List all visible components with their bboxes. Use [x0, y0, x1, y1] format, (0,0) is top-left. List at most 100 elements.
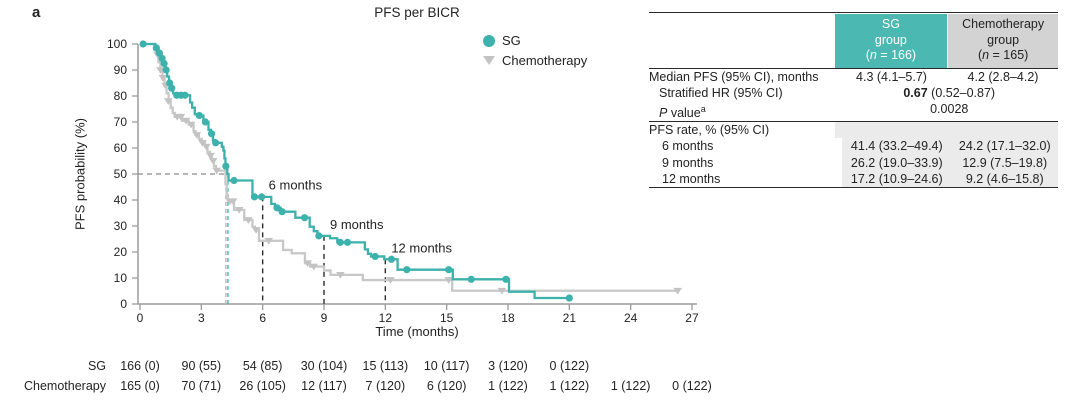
y-tick-label: 70: [114, 115, 128, 129]
x-tick-label: 12: [379, 311, 393, 325]
header-chemo-line1: Chemotherapy: [962, 17, 1045, 31]
timepoint-label-6: 6 months: [269, 177, 323, 192]
summary-table: SG group (n = 166) Chemotherapy group (n…: [649, 12, 1058, 189]
risk-count: 165 (0): [120, 379, 160, 393]
x-tick-label: 6: [259, 311, 266, 325]
risk-count: 6 (120): [427, 379, 467, 393]
censor-marker-sg: [168, 84, 176, 92]
row-p-label: P valuea: [659, 103, 706, 121]
censor-marker-sg: [300, 214, 309, 222]
row-median-pfs: Median PFS (95% CI), months 4.3 (4.1–5.7…: [649, 69, 1058, 85]
timepoint-label-9: 9 months: [330, 217, 384, 232]
y-tick-label: 30: [114, 219, 128, 233]
legend-label-chemotherapy: Chemotherapy: [502, 53, 588, 68]
censor-marker-chemotherapy: [444, 277, 454, 284]
y-tick-label: 50: [114, 167, 128, 181]
row-9mo-sg-value: 26.2 (19.0–33.9): [842, 154, 952, 171]
censor-marker-sg: [212, 139, 220, 147]
x-tick-label: 3: [198, 311, 205, 325]
header-sg-line1: SG: [881, 17, 900, 31]
risk-count: 10 (117): [424, 359, 470, 373]
censor-marker-sg: [181, 91, 189, 99]
censor-marker-sg: [387, 255, 396, 263]
risk-count: 1 (122): [550, 379, 590, 393]
risk-count: 0 (122): [550, 359, 590, 373]
risk-row-label: Chemotherapy: [24, 379, 107, 393]
risk-count: 26 (105): [239, 379, 286, 393]
censor-marker-chemotherapy: [206, 152, 215, 160]
legend-item-chemotherapy: Chemotherapy: [483, 53, 587, 68]
legend-label-sg: SG: [502, 33, 521, 48]
censor-marker-chemotherapy: [309, 263, 319, 271]
censor-marker-sg: [467, 275, 475, 283]
censor-marker-sg: [336, 238, 344, 246]
row-hr-label: Stratified HR (95% CI): [659, 85, 783, 100]
row-section-empty: [835, 122, 1058, 139]
censor-marker-chemotherapy: [673, 287, 682, 295]
censor-marker-sg: [502, 275, 510, 283]
row-6mo-chemo-value: 24.2 (17.1–32.0): [951, 138, 1058, 155]
plot-title: PFS per BICR: [374, 5, 460, 20]
sg-circle-marker-icon: [483, 34, 495, 47]
risk-count: 7 (120): [366, 379, 406, 393]
row-12mo-sg-value: 17.2 (10.9–24.6): [842, 170, 952, 188]
censor-marker-sg: [258, 193, 266, 201]
censor-marker-sg: [278, 208, 286, 216]
table-rule-top: [649, 12, 1058, 13]
censor-marker-chemotherapy: [336, 271, 345, 279]
censor-marker-chemotherapy: [208, 158, 218, 165]
risk-count: 3 (120): [488, 359, 528, 373]
x-tick-label: 27: [685, 311, 699, 325]
chemotherapy-triangle-marker-icon: [483, 56, 495, 65]
censor-marker-sg: [222, 162, 230, 170]
censor-marker-chemotherapy: [386, 277, 395, 284]
censor-marker-chemotherapy: [202, 143, 211, 151]
x-tick-label: 24: [624, 311, 638, 325]
row-6mo-sg-value: 41.4 (33.2–49.4): [842, 138, 952, 155]
y-tick-label: 100: [107, 37, 127, 51]
risk-count: 166 (0): [120, 359, 160, 373]
censor-marker-sg: [445, 266, 453, 274]
row-9mo-chemo-value: 12.9 (7.5–19.8): [951, 154, 1058, 171]
risk-count: 12 (117): [301, 379, 347, 393]
censor-marker-chemotherapy: [158, 74, 168, 82]
y-tick-label: 80: [114, 89, 128, 103]
censor-marker-chemotherapy: [181, 117, 191, 125]
legend: SG Chemotherapy: [483, 33, 587, 68]
table-rule-under-header: [649, 67, 1058, 69]
row-pfs-rate-section: PFS rate, % (95% CI): [649, 122, 1058, 139]
row-6-months: 6 months 41.4 (33.2–49.4) 24.2 (17.1–32.…: [649, 138, 1058, 155]
header-chemo-line2: group: [987, 32, 1020, 47]
censor-marker-chemotherapy: [176, 113, 186, 121]
panel-label: a: [32, 4, 41, 21]
censor-marker-sg: [207, 130, 216, 138]
censor-marker-chemotherapy: [186, 121, 196, 129]
y-tick-label: 0: [120, 297, 127, 311]
y-tick-label: 40: [114, 193, 128, 207]
header-sg-group: SG group (n = 166): [834, 14, 948, 68]
x-axis-title: Time (months): [375, 324, 459, 339]
risk-count: 1 (122): [611, 379, 651, 393]
table-rule-bottom: [649, 187, 1058, 189]
censor-marker-sg: [230, 176, 238, 185]
row-9mo-label: 9 months: [662, 155, 714, 170]
y-tick-label: 10: [114, 271, 128, 285]
censor-marker-chemotherapy: [251, 227, 261, 234]
row-6mo-label: 6 months: [662, 139, 714, 154]
row-12-months: 12 months 17.2 (10.9–24.6) 9.2 (4.6–15.8…: [649, 170, 1058, 188]
header-chemo-n: (n = 165): [977, 48, 1029, 62]
censor-marker-chemotherapy: [244, 217, 253, 224]
km-curve-sg: [140, 42, 570, 300]
censor-marker-sg: [162, 66, 170, 74]
censor-marker-chemotherapy: [234, 206, 244, 214]
km-plot: 0 10 20 30 40 50 60 70 80 90 100 0 3 6 9 12 15 18 21 24 27 6 …: [24, 37, 712, 393]
x-tick-label: 9: [321, 311, 328, 325]
summary-table-header: SG group (n = 166) Chemotherapy group (n…: [649, 14, 1058, 68]
censor-marker-sg: [201, 118, 210, 126]
censor-marker-sg: [371, 252, 379, 261]
row-p-value: P valuea 0.0028: [649, 101, 1058, 121]
x-tick-label: 0: [137, 311, 144, 325]
risk-count: 1 (122): [488, 379, 528, 393]
row-hr-value: 0.67 (0.52–0.87): [903, 85, 996, 100]
censor-marker-chemotherapy: [192, 132, 202, 139]
